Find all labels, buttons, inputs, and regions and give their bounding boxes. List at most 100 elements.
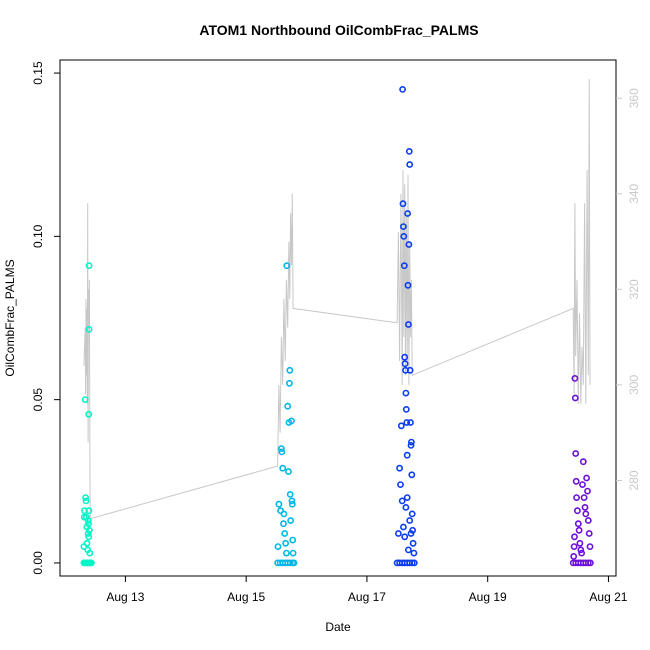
- data-point: [405, 241, 413, 248]
- data-point: [289, 536, 297, 544]
- x-tick-label: Aug 17: [348, 590, 386, 604]
- data-point: [400, 262, 408, 270]
- data-point: [287, 517, 294, 524]
- data-point: [85, 410, 93, 418]
- data-point: [279, 464, 287, 472]
- y2-tick-label: 320: [627, 279, 641, 299]
- data-point: [570, 543, 578, 550]
- points-layer: [80, 86, 594, 567]
- data-point: [399, 86, 406, 93]
- data-point: [407, 419, 414, 426]
- y-axis: 0.00 0.05 0.10 0.15: [31, 61, 60, 575]
- data-point: [584, 517, 592, 524]
- data-point: [82, 497, 90, 505]
- data-point: [582, 510, 590, 518]
- data-point: [403, 494, 411, 501]
- x-axis-label: Date: [325, 620, 351, 634]
- data-point: [406, 366, 414, 374]
- data-point: [82, 494, 89, 501]
- data-point: [283, 262, 291, 270]
- data-point: [572, 450, 580, 457]
- data-point: [583, 474, 590, 482]
- y2-axis: 280 300 320 340 360: [616, 88, 641, 490]
- y-tick-label: 0.10: [31, 224, 45, 248]
- data-point: [290, 559, 298, 567]
- data-point: [406, 517, 414, 524]
- data-point: [83, 539, 91, 547]
- data-point: [399, 223, 407, 230]
- data-point: [285, 379, 293, 387]
- data-point: [397, 422, 405, 430]
- data-point: [410, 559, 418, 567]
- data-point: [405, 147, 413, 155]
- data-point: [400, 232, 408, 240]
- data-point: [399, 200, 407, 208]
- x-axis: Aug 13 Aug 15 Aug 17 Aug 19 Aug 21: [106, 576, 628, 604]
- y-tick-label: 0.05: [31, 388, 45, 412]
- y2-tick-label: 300: [627, 375, 641, 395]
- y2-tick-label: 280: [627, 470, 641, 490]
- data-point: [85, 325, 93, 333]
- data-point: [86, 549, 94, 557]
- data-point: [286, 366, 294, 374]
- data-point: [575, 526, 583, 534]
- data-point: [278, 448, 286, 456]
- data-point: [394, 530, 402, 537]
- data-point: [288, 500, 296, 508]
- data-point: [286, 490, 294, 498]
- data-point: [280, 510, 288, 518]
- data-point: [396, 464, 403, 472]
- data-point: [404, 321, 412, 328]
- data-point: [84, 530, 92, 537]
- data-point: [289, 549, 297, 557]
- y-axis-label: OilCombFrac_PALMS: [3, 259, 17, 376]
- data-point: [398, 497, 406, 505]
- data-point: [571, 374, 579, 382]
- data-point: [288, 417, 295, 425]
- x-tick-label: Aug 21: [589, 590, 627, 604]
- data-point: [402, 389, 410, 397]
- data-point: [86, 526, 93, 534]
- data-point: [408, 510, 416, 518]
- y-tick-label: 0.15: [31, 61, 45, 85]
- data-point: [282, 549, 290, 557]
- data-point: [85, 533, 93, 541]
- data-point: [403, 419, 411, 426]
- data-point: [401, 360, 409, 368]
- y2-line-layer: [83, 79, 591, 520]
- data-point: [579, 458, 587, 466]
- data-point: [578, 549, 585, 557]
- data-point: [585, 530, 593, 537]
- y2-tick-label: 340: [627, 183, 641, 203]
- x-tick-label: Aug 15: [227, 590, 265, 604]
- data-point: [85, 520, 92, 528]
- data-point: [81, 396, 89, 403]
- data-point: [88, 559, 95, 567]
- y2-series-line: [83, 79, 591, 520]
- data-point: [587, 559, 594, 567]
- data-point: [281, 530, 289, 537]
- data-point: [581, 503, 589, 511]
- data-point: [576, 539, 584, 547]
- data-point: [404, 281, 412, 289]
- data-point: [407, 438, 415, 446]
- data-point: [84, 517, 92, 524]
- data-point: [409, 539, 417, 547]
- data-point: [404, 210, 411, 217]
- data-point: [274, 543, 282, 550]
- data-point: [275, 500, 283, 508]
- data-point: [571, 394, 579, 402]
- data-point: [85, 507, 93, 515]
- data-point: [286, 559, 294, 567]
- data-point: [586, 543, 594, 550]
- data-point: [404, 546, 412, 554]
- x-tick-label: Aug 13: [106, 590, 144, 604]
- x-tick-label: Aug 19: [469, 590, 507, 604]
- data-point: [285, 468, 292, 475]
- data-point: [85, 262, 93, 270]
- data-point: [288, 497, 296, 505]
- data-point: [579, 481, 586, 488]
- data-point: [403, 451, 411, 459]
- data-point: [574, 507, 581, 515]
- data-point: [572, 477, 580, 485]
